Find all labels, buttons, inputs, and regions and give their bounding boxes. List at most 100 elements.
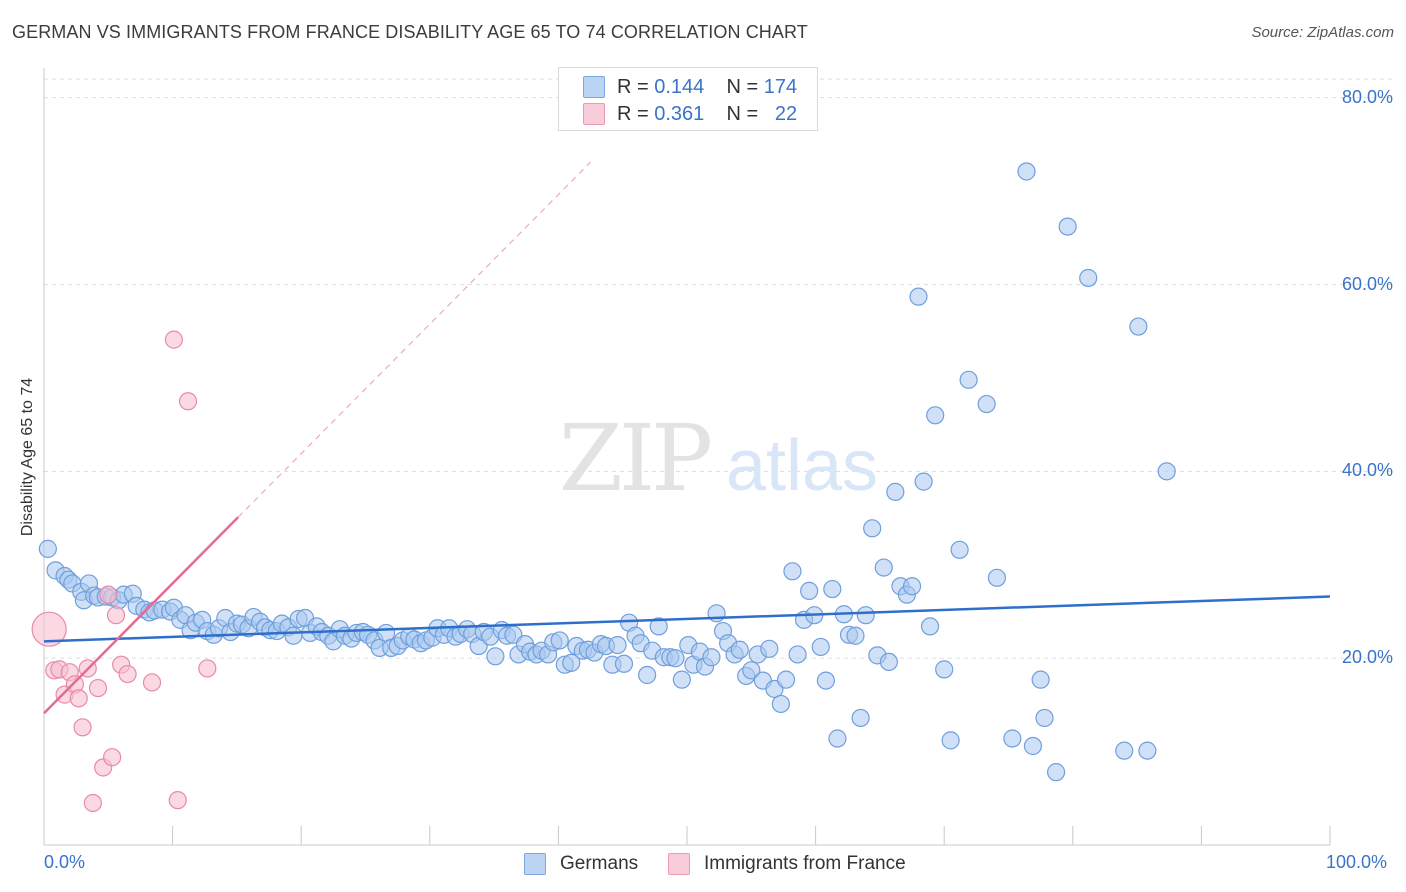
data-point-germans bbox=[800, 581, 819, 601]
data-point-immigrants-france bbox=[73, 718, 92, 737]
data-point-germans bbox=[863, 519, 882, 538]
series-legend-germans: Germans bbox=[524, 851, 638, 877]
data-point-germans bbox=[666, 649, 685, 668]
data-point-germans bbox=[771, 694, 790, 714]
legend-n-value: 22 bbox=[774, 102, 798, 125]
data-point-germans bbox=[702, 648, 721, 667]
watermark-atlas: atlas bbox=[726, 426, 878, 506]
data-point-germans bbox=[1046, 763, 1066, 782]
data-point-germans bbox=[1017, 162, 1036, 181]
series-label-france: Immigrants from France bbox=[704, 853, 906, 874]
data-point-germans bbox=[614, 654, 634, 673]
data-point-germans bbox=[562, 653, 581, 672]
axes bbox=[43, 68, 1331, 846]
series-swatch-germans bbox=[524, 853, 546, 875]
y-tick-label: 80.0% bbox=[1341, 86, 1393, 107]
data-point-germans bbox=[608, 635, 627, 655]
data-point-germans bbox=[941, 731, 960, 750]
data-point-germans bbox=[1138, 741, 1157, 760]
stats-legend: R = 0.144 N = 174 R = 0.361 N = 22 bbox=[558, 67, 818, 131]
data-point-germans bbox=[1058, 217, 1077, 236]
legend-swatch-france bbox=[583, 103, 605, 125]
data-point-germans bbox=[851, 708, 870, 728]
data-point-germans bbox=[638, 665, 657, 685]
data-point-germans bbox=[1035, 708, 1054, 728]
series-legend-france: Immigrants from France bbox=[668, 851, 906, 877]
watermark-zip: ZIP bbox=[559, 405, 710, 512]
data-point-immigrants-france bbox=[168, 791, 187, 810]
data-point-germans bbox=[950, 540, 969, 559]
trend-lines bbox=[43, 161, 1331, 715]
data-point-germans bbox=[1003, 729, 1022, 748]
data-point-germans bbox=[649, 617, 668, 636]
trend-line-immigrants-france-extension bbox=[237, 161, 591, 518]
data-point-germans bbox=[1079, 268, 1098, 288]
legend-text-france: R = 0.361 N = 22 bbox=[617, 103, 797, 126]
data-point-germans bbox=[874, 558, 893, 577]
data-point-immigrants-france bbox=[118, 664, 137, 684]
data-point-germans bbox=[846, 626, 865, 645]
x-tick-label-max: 100.0% bbox=[1326, 852, 1388, 872]
data-point-immigrants-france bbox=[99, 585, 118, 604]
data-point-germans bbox=[828, 729, 847, 748]
data-point-germans bbox=[977, 394, 996, 414]
data-point-germans bbox=[783, 562, 802, 581]
series-legend: Germans Immigrants from France bbox=[0, 851, 1406, 877]
data-point-germans bbox=[823, 579, 842, 599]
data-point-immigrants-france bbox=[88, 678, 108, 698]
legend-r-label: R = bbox=[617, 75, 649, 98]
legend-r-label: R = bbox=[617, 102, 649, 125]
data-point-germans bbox=[38, 539, 57, 558]
legend-swatch-germans bbox=[583, 76, 605, 98]
data-point-germans bbox=[1031, 670, 1050, 689]
data-point-immigrants-france bbox=[69, 689, 88, 708]
y-tick-label: 40.0% bbox=[1341, 460, 1393, 481]
data-point-germans bbox=[926, 406, 945, 425]
data-point-germans bbox=[742, 661, 761, 680]
data-point-germans bbox=[811, 637, 830, 657]
legend-n-value: 174 bbox=[763, 75, 798, 98]
y-tick-label: 20.0% bbox=[1341, 647, 1393, 668]
data-point-immigrants-france bbox=[31, 611, 67, 647]
legend-n-label: N = bbox=[726, 102, 759, 125]
data-point-germans bbox=[1129, 317, 1148, 336]
data-point-germans bbox=[920, 617, 940, 636]
legend-r-value: 0.361 bbox=[654, 102, 705, 125]
data-point-germans bbox=[1157, 462, 1176, 481]
data-point-germans bbox=[788, 645, 807, 664]
data-point-immigrants-france bbox=[106, 606, 126, 625]
data-point-germans bbox=[816, 671, 835, 690]
data-point-germans bbox=[959, 370, 978, 389]
series-label-germans: Germans bbox=[560, 853, 639, 874]
data-point-germans bbox=[672, 670, 691, 689]
data-point-immigrants-france bbox=[178, 392, 198, 411]
series-swatch-france bbox=[668, 853, 690, 875]
grid-lines bbox=[44, 78, 1394, 659]
trend-line-germans bbox=[43, 595, 1331, 643]
data-point-germans bbox=[909, 287, 928, 306]
legend-r-value: 0.144 bbox=[654, 75, 705, 98]
x-tick-label-min: 0.0% bbox=[44, 852, 86, 872]
data-point-germans bbox=[1115, 741, 1134, 760]
legend-text-germans: R = 0.144 N = 174 bbox=[617, 76, 797, 99]
immigrants-france-points bbox=[31, 330, 217, 813]
data-point-germans bbox=[856, 606, 875, 625]
data-point-immigrants-france bbox=[83, 793, 102, 813]
data-point-immigrants-france bbox=[164, 330, 183, 349]
watermark: ZIP atlas bbox=[559, 405, 878, 512]
data-point-germans bbox=[760, 639, 779, 658]
data-point-germans bbox=[879, 652, 899, 672]
data-point-germans bbox=[550, 631, 569, 650]
y-tick-label: 60.0% bbox=[1341, 273, 1393, 294]
data-point-germans bbox=[284, 626, 303, 645]
legend-n-label: N = bbox=[726, 75, 759, 98]
germans-points bbox=[38, 162, 1176, 782]
data-point-germans bbox=[902, 577, 922, 596]
data-point-germans bbox=[935, 660, 954, 679]
chart-title: GERMAN VS IMMIGRANTS FROM FRANCE DISABIL… bbox=[12, 22, 808, 42]
data-point-germans bbox=[987, 568, 1007, 587]
source-label: Source: ZipAtlas.com bbox=[1251, 24, 1394, 41]
trend-line-immigrants-france bbox=[43, 516, 240, 715]
data-point-germans bbox=[776, 670, 796, 689]
